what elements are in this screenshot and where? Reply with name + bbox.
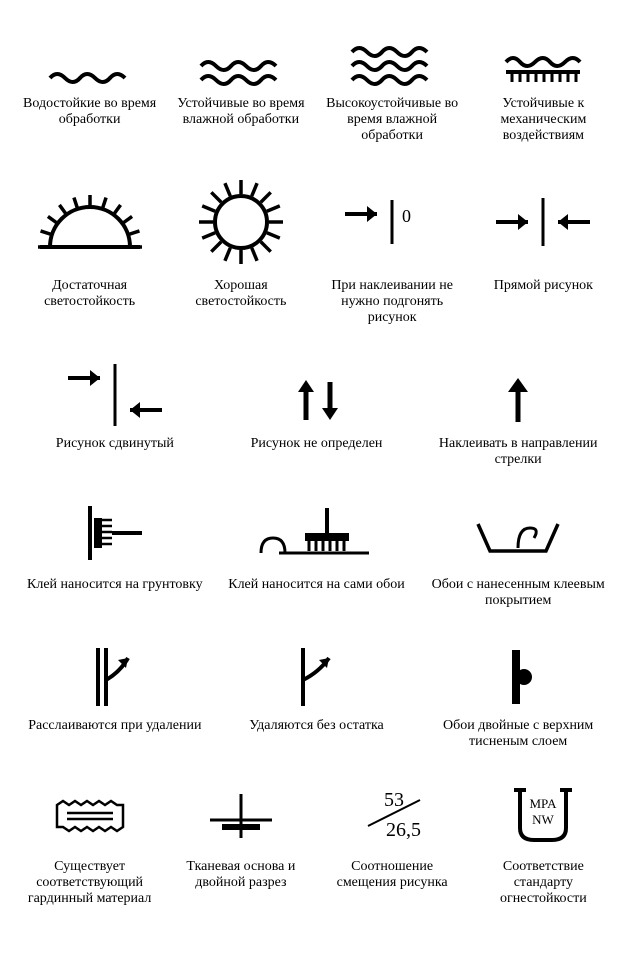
symbol-label: Существует соответствующий гардинный мат…: [20, 859, 159, 907]
symbol-cell: MPA NW Соответствие стандарту огнестойко…: [474, 778, 613, 907]
symbol-cell: Рисунок сдвинутый: [20, 355, 210, 468]
symbol-label: Рисунок сдвинутый: [56, 436, 174, 452]
svg-text:MPA: MPA: [530, 796, 558, 811]
arrow-bar-zero-icon: 0: [323, 172, 462, 272]
symbol-row: Существует соответствующий гардинный мат…: [20, 778, 613, 907]
half-sun-icon: [20, 172, 159, 272]
symbol-cell: Клей наносится на грунтовку: [20, 496, 210, 609]
svg-text:0: 0: [402, 206, 411, 226]
svg-text:53: 53: [384, 789, 404, 811]
symbol-cell: Клей наносится на сами обои: [222, 496, 412, 609]
symbol-cell: Рисунок не определен: [222, 355, 412, 468]
symbol-label: Клей наносится на грунтовку: [27, 577, 203, 593]
brush-wall-icon: [20, 496, 210, 571]
symbol-label: Устойчивые во время влажной обработки: [171, 96, 310, 128]
svg-text:26,5: 26,5: [386, 819, 421, 841]
symbol-cell: Прямой рисунок: [474, 172, 613, 326]
ratio-icon: 53 26,5: [323, 778, 462, 853]
symbol-label: При наклеивании не нужно подгонять рисун…: [323, 278, 462, 326]
wave1-icon: [20, 20, 159, 90]
symbol-row: Достаточная светостойкость Хорошая свето…: [20, 172, 613, 326]
symbol-cell: Наклеивать в направлении стрелки: [423, 355, 613, 468]
peel-layers-icon: [20, 637, 210, 712]
symbol-label: Достаточная светостойкость: [20, 278, 159, 310]
wave-brush-icon: [474, 20, 613, 90]
symbol-label: Клей наносится на сами обои: [228, 577, 405, 593]
peel-single-icon: [222, 637, 412, 712]
symbol-label: Удаляются без остатка: [249, 718, 384, 734]
duplex-icon: [423, 637, 613, 712]
symbol-cell: Обои двойные с верхним тисненым слоем: [423, 637, 613, 750]
symbol-cell: Устойчивые во время влажной обработки: [171, 20, 310, 144]
wave2-icon: [171, 20, 310, 90]
symbol-label: Тканевая основа и двойной разрез: [171, 859, 310, 891]
symbol-label: Высокоустойчивые во время влажной обрабо…: [323, 96, 462, 144]
symbol-label: Обои с нанесенным клеевым покрытием: [423, 577, 613, 609]
symbol-cell: Устойчивые к механическим воздействиям: [474, 20, 613, 144]
symbol-label: Обои двойные с верхним тисненым слоем: [423, 718, 613, 750]
symbol-row: Расслаиваются при удалении Удаляются без…: [20, 637, 613, 750]
symbol-label: Рисунок не определен: [251, 436, 383, 452]
arrows-to-bar-icon: [474, 172, 613, 272]
full-sun-icon: [171, 172, 310, 272]
symbol-cell: Водостойкие во время обработки: [20, 20, 159, 144]
symbol-cell: Достаточная светостойкость: [20, 172, 159, 326]
fire-cup-icon: MPA NW: [474, 778, 613, 853]
fabric-stamp-icon: [20, 778, 159, 853]
symbol-row: Водостойкие во время обработки Устойчивы…: [20, 20, 613, 144]
symbol-cell: Существует соответствующий гардинный мат…: [20, 778, 159, 907]
symbol-cell: Расслаиваются при удалении: [20, 637, 210, 750]
symbol-label: Прямой рисунок: [494, 278, 593, 294]
symbol-cell: Удаляются без остатка: [222, 637, 412, 750]
symbol-label: Устойчивые к механическим воздействиям: [474, 96, 613, 144]
svg-text:NW: NW: [533, 812, 555, 827]
symbol-label: Соотношение смещения рисунка: [323, 859, 462, 891]
arrows-offset-icon: [20, 355, 210, 430]
symbol-cell: 0 При наклеивании не нужно подгонять рис…: [323, 172, 462, 326]
symbol-label: Соответствие стандарту огнестойкости: [474, 859, 613, 907]
symbol-cell: 53 26,5 Соотношение смещения рисунка: [323, 778, 462, 907]
symbol-label: Водостойкие во время обработки: [20, 96, 159, 128]
wave3-icon: [323, 20, 462, 90]
symbol-row: Клей наносится на грунтовку Клей наносит…: [20, 496, 613, 609]
symbol-cell: Обои с нанесенным клеевым покрытием: [423, 496, 613, 609]
arrow-up-icon: [423, 355, 613, 430]
arrows-up-down-icon: [222, 355, 412, 430]
symbol-row: Рисунок сдвинутый Рисунок не определен Н…: [20, 355, 613, 468]
symbol-label: Расслаиваются при удалении: [28, 718, 201, 734]
weave-cut-icon: [171, 778, 310, 853]
symbol-cell: Тканевая основа и двойной разрез: [171, 778, 310, 907]
water-tray-icon: [423, 496, 613, 571]
symbol-cell: Высокоустойчивые во время влажной обрабо…: [323, 20, 462, 144]
symbol-cell: Хорошая светостойкость: [171, 172, 310, 326]
symbol-label: Наклеивать в направлении стрелки: [423, 436, 613, 468]
brush-roll-icon: [222, 496, 412, 571]
symbol-label: Хорошая светостойкость: [171, 278, 310, 310]
